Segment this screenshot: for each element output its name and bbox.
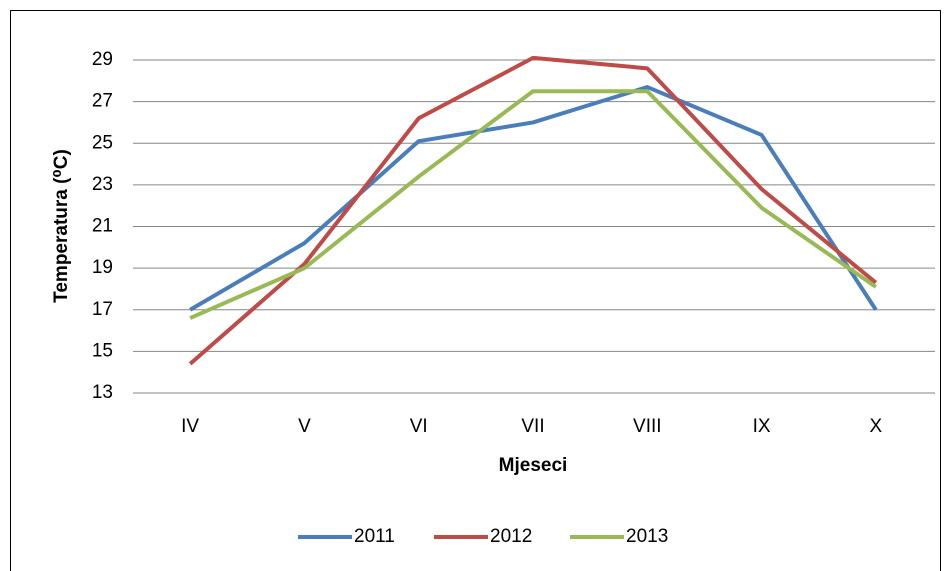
x-tick-label: X (870, 416, 883, 437)
x-tick-label: VI (410, 416, 428, 437)
y-tick-label: 19 (92, 257, 113, 278)
y-tick-label: 27 (92, 91, 113, 112)
chart-border (10, 10, 941, 571)
x-tick-label: VII (521, 416, 544, 437)
y-tick-label: 21 (92, 216, 113, 237)
y-tick-label: 29 (92, 49, 113, 70)
y-tick-label: 15 (92, 340, 113, 361)
legend-label: 2012 (490, 526, 532, 547)
y-tick-label: 13 (92, 382, 113, 403)
series-line (189, 89, 877, 320)
y-tick-label: 23 (92, 174, 113, 195)
y-axis-label: Temperatura (⁰C) (51, 149, 72, 303)
x-tick-label: V (298, 416, 311, 437)
y-tick-label: 17 (92, 299, 113, 320)
x-tick-label: IV (181, 416, 199, 437)
x-tick-label: VIII (633, 416, 662, 437)
legend-label: 2011 (354, 526, 395, 547)
x-axis-label: Mjeseci (499, 455, 568, 476)
series-line (188, 55, 878, 366)
legend-label: 2013 (626, 526, 668, 547)
series-line (189, 85, 878, 312)
y-tick-label: 25 (92, 132, 113, 153)
x-tick-label: IX (753, 416, 771, 437)
